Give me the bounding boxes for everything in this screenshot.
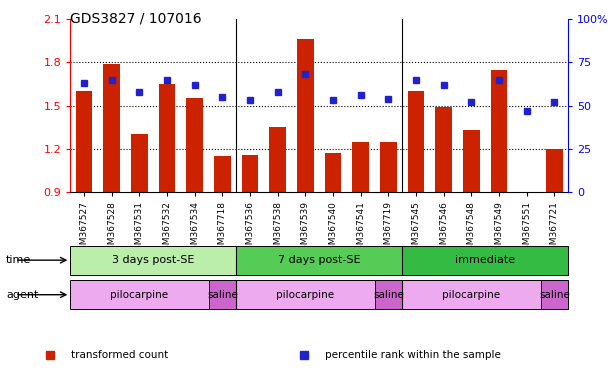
Bar [325, 153, 342, 192]
Text: immediate: immediate [455, 255, 515, 265]
Bar [159, 84, 175, 192]
Bar [380, 142, 397, 192]
Bar [236, 280, 375, 309]
Bar [463, 130, 480, 192]
Text: saline: saline [373, 290, 404, 300]
Bar [353, 142, 369, 192]
Bar [131, 134, 148, 192]
Text: saline: saline [207, 290, 238, 300]
Bar [236, 246, 402, 275]
Bar [103, 64, 120, 192]
Bar [70, 246, 236, 275]
Bar [375, 280, 402, 309]
Bar [491, 70, 507, 192]
Bar [297, 40, 313, 192]
Bar [208, 280, 236, 309]
Text: GDS3827 / 107016: GDS3827 / 107016 [70, 12, 202, 25]
Text: percentile rank within the sample: percentile rank within the sample [325, 350, 501, 360]
Text: saline: saline [539, 290, 570, 300]
Bar [186, 98, 203, 192]
Text: agent: agent [6, 290, 38, 300]
Bar [76, 91, 92, 192]
Bar [408, 91, 425, 192]
Bar [436, 107, 452, 192]
Bar [541, 280, 568, 309]
Bar [546, 149, 563, 192]
Bar [402, 246, 568, 275]
Bar [70, 280, 208, 309]
Bar [214, 156, 231, 192]
Text: pilocarpine: pilocarpine [111, 290, 169, 300]
Text: pilocarpine: pilocarpine [442, 290, 500, 300]
Bar [242, 155, 258, 192]
Text: time: time [6, 255, 31, 265]
Bar [402, 280, 541, 309]
Text: 3 days post-SE: 3 days post-SE [112, 255, 194, 265]
Bar [269, 127, 286, 192]
Text: 7 days post-SE: 7 days post-SE [278, 255, 360, 265]
Text: transformed count: transformed count [71, 350, 169, 360]
Text: pilocarpine: pilocarpine [276, 290, 334, 300]
